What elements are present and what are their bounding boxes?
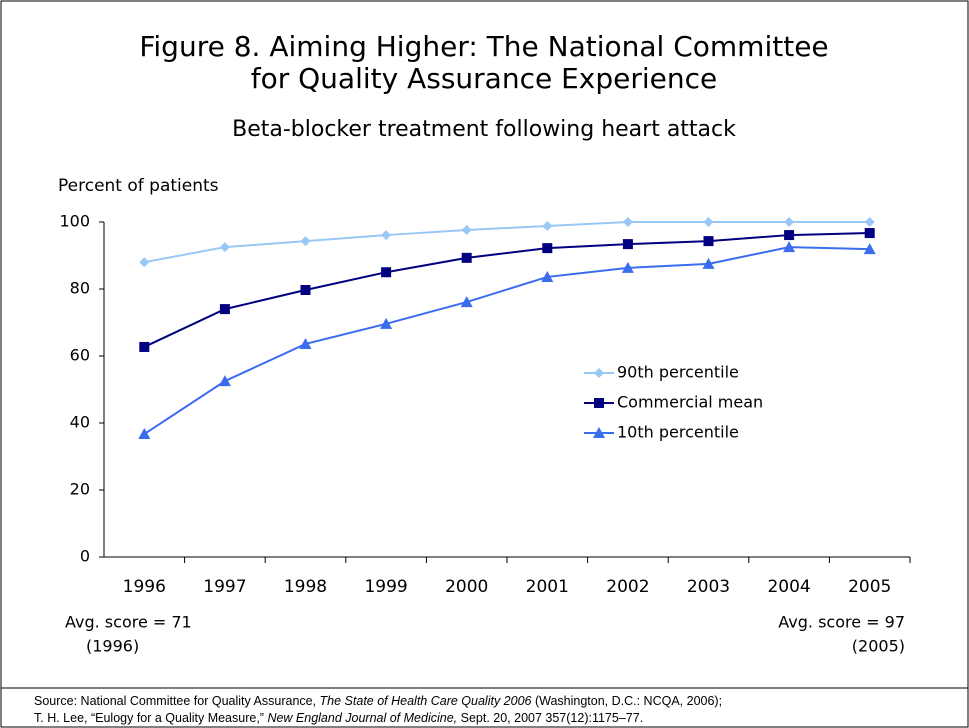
x-tick-label: 2001 — [526, 577, 569, 597]
x-tick-label: 2003 — [687, 577, 730, 597]
point — [784, 217, 795, 227]
point — [703, 236, 714, 247]
source-text: (Washington, D.C.: NCQA, 2006); — [531, 694, 723, 708]
point — [594, 368, 604, 378]
x-tick-label: 1997 — [203, 577, 246, 597]
y-axis-label: Percent of patients — [58, 176, 219, 196]
subtitle: Beta-blocker treatment following heart a… — [232, 117, 736, 142]
point — [380, 317, 393, 329]
source-text: T. H. Lee, “Eulogy for a Quality Measure… — [34, 711, 268, 725]
point — [381, 230, 392, 241]
point — [138, 428, 151, 440]
source-text: Source: National Committee for Quality A… — [34, 694, 320, 708]
point — [219, 242, 230, 253]
annotation: Avg. score = 71 — [65, 613, 192, 632]
legend-label: Commercial mean — [617, 393, 763, 412]
x-tick-label: 2002 — [606, 577, 649, 597]
point — [622, 217, 633, 227]
point — [622, 239, 633, 250]
y-tick-label: 60 — [70, 346, 90, 365]
annotation: (1996) — [86, 637, 139, 656]
x-tick-label: 1999 — [364, 577, 407, 597]
point — [219, 304, 230, 315]
point — [139, 341, 150, 352]
chart-title: Figure 8. Aiming Higher: The National Co… — [139, 30, 828, 63]
source-text: Sept. 20, 2007 357(12):1175–77. — [457, 711, 644, 725]
series-line — [143, 246, 870, 435]
point — [461, 252, 472, 263]
point — [594, 398, 604, 408]
point — [300, 285, 311, 296]
x-tick-label: 2004 — [767, 577, 810, 597]
y-tick-label: 0 — [80, 547, 90, 566]
x-tick-label: 2000 — [445, 577, 488, 597]
x-tick-label: 1998 — [284, 577, 327, 597]
legend-label: 10th percentile — [617, 423, 739, 442]
source-text: The State of Health Care Quality 2006 — [319, 694, 532, 708]
point — [139, 257, 150, 268]
point — [593, 427, 605, 438]
point — [864, 228, 875, 239]
point — [542, 221, 553, 232]
x-tick-label: 1996 — [123, 577, 166, 597]
y-tick-label: 100 — [59, 212, 90, 231]
point — [864, 217, 875, 227]
point — [863, 243, 876, 255]
point — [703, 217, 714, 227]
source-line: T. H. Lee, “Eulogy for a Quality Measure… — [34, 710, 722, 727]
point — [460, 296, 473, 308]
point — [299, 337, 312, 349]
source-note: Source: National Committee for Quality A… — [34, 693, 722, 727]
source-line: Source: National Committee for Quality A… — [34, 693, 722, 710]
series-line — [144, 221, 870, 264]
series-line — [143, 232, 870, 348]
point — [702, 257, 715, 269]
x-tick-label: 2005 — [848, 577, 891, 597]
point — [381, 267, 392, 278]
annotation: Avg. score = 97 — [778, 613, 905, 632]
point — [461, 225, 472, 236]
point — [300, 236, 311, 247]
annotation: (2005) — [852, 637, 905, 656]
point — [784, 230, 795, 241]
y-tick-label: 40 — [70, 413, 90, 432]
y-tick-label: 20 — [70, 480, 90, 499]
chart-title: for Quality Assurance Experience — [251, 62, 718, 95]
legend-label: 90th percentile — [617, 363, 739, 382]
point — [218, 375, 231, 387]
point — [621, 261, 634, 273]
y-tick-label: 80 — [70, 279, 90, 298]
point — [783, 241, 796, 253]
point — [541, 270, 554, 282]
source-text: New England Journal of Medicine, — [267, 711, 458, 725]
point — [542, 243, 553, 254]
